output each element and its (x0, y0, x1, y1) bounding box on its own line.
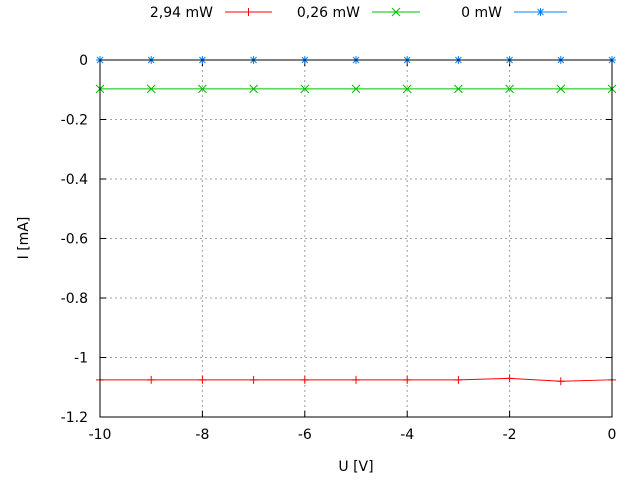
data-point (249, 375, 258, 384)
data-point (198, 84, 207, 94)
y-axis-label: I [mA] (16, 217, 32, 260)
x-tick-label: -6 (298, 427, 312, 443)
x-axis-label: U [V] (338, 459, 373, 475)
data-point (300, 84, 310, 94)
x-tick-label: 0 (608, 427, 617, 443)
data-point (147, 375, 156, 384)
legend-marker (536, 8, 545, 16)
legend-label: 2,94 mW (150, 5, 213, 21)
legend-marker (244, 8, 253, 16)
data-point (198, 375, 207, 384)
data-point (402, 84, 412, 94)
data-point (300, 375, 309, 384)
legend-label: 0,26 mW (297, 5, 360, 21)
legend: 2,94 mW 0,26 mW 0 mW (150, 5, 567, 21)
x-tick-label: -10 (89, 427, 112, 443)
series (95, 56, 617, 386)
ticks: -10 -8 -6 -4 -2 0 0 -0.2 -0.4 -0.6 -0.8 -1 -1.2 (61, 53, 617, 443)
y-tick-label: -1.2 (61, 410, 88, 426)
data-point (556, 377, 565, 386)
y-tick-label: -0.8 (61, 291, 88, 307)
x-tick-label: -2 (503, 427, 517, 443)
data-point (454, 84, 463, 94)
data-point (505, 84, 514, 94)
data-point (403, 375, 412, 384)
plot-border (99, 59, 613, 418)
grid (99, 59, 613, 418)
data-point (146, 84, 156, 94)
y-tick-label: 0 (79, 53, 88, 69)
data-point (556, 84, 566, 94)
y-tick-label: -1 (74, 351, 88, 367)
y-tick-label: -0.4 (61, 172, 88, 188)
data-point (454, 375, 463, 384)
data-point (249, 84, 258, 94)
legend-marker (391, 7, 401, 17)
y-tick-label: -0.6 (61, 232, 88, 248)
y-tick-label: -0.2 (61, 113, 88, 129)
data-point (505, 374, 514, 383)
x-tick-label: -8 (195, 427, 209, 443)
data-point (352, 375, 360, 384)
data-point (351, 84, 361, 94)
x-tick-label: -4 (400, 427, 414, 443)
legend-label: 0 mW (461, 5, 502, 21)
